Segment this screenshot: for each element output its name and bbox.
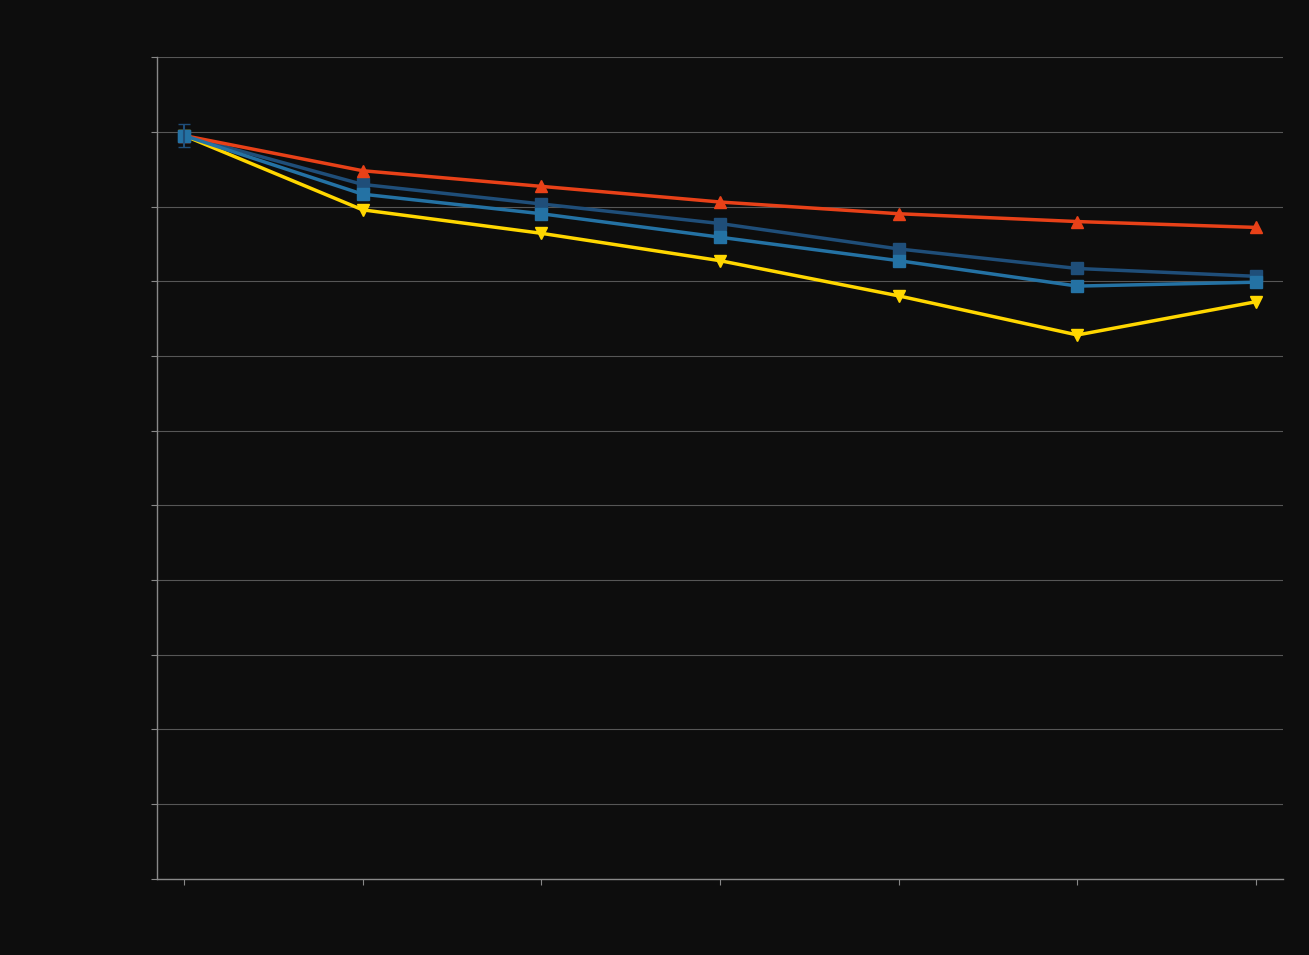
Series2_red [891,208,907,220]
Series1_dark_blue [175,130,191,141]
Series4_mid_blue [175,130,191,141]
Series3_yellow [175,130,191,141]
Series2_red [712,197,728,208]
Series4_mid_blue [355,188,370,200]
Series1_dark_blue [1249,270,1264,282]
Series1_dark_blue [891,244,907,255]
Line: Series1_dark_blue: Series1_dark_blue [178,130,1262,282]
Series4_mid_blue [712,231,728,243]
Series4_mid_blue [1249,276,1264,287]
Series2_red [355,165,370,177]
Series4_mid_blue [1069,281,1085,292]
Series2_red [1069,216,1085,227]
Series4_mid_blue [891,255,907,266]
Line: Series4_mid_blue: Series4_mid_blue [178,130,1262,291]
Series2_red [533,180,548,192]
Line: Series3_yellow: Series3_yellow [178,129,1262,341]
Series3_yellow [712,255,728,266]
Series3_yellow [1069,329,1085,341]
Series3_yellow [891,290,907,302]
Series1_dark_blue [355,179,370,190]
Series4_mid_blue [533,208,548,220]
Series1_dark_blue [712,218,728,229]
Series1_dark_blue [533,199,548,210]
Series3_yellow [1249,296,1264,308]
Series2_red [1249,222,1264,233]
Series3_yellow [355,204,370,216]
Line: Series2_red: Series2_red [178,129,1262,234]
Series1_dark_blue [1069,263,1085,274]
Series3_yellow [533,227,548,239]
Series2_red [175,130,191,141]
